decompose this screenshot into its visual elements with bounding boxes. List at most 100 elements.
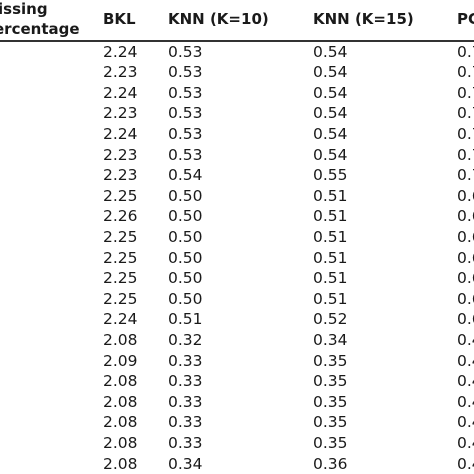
missing-percentage-cell: ): [0, 165, 6, 185]
bkl-cell: 2.23: [103, 145, 138, 164]
bkl-cell: 2.25: [103, 269, 138, 288]
knn-k10-cell: 0.50: [168, 186, 203, 205]
knn-k15-cell: 0.35: [313, 351, 348, 370]
table-row: ) 2.25 0.50 0.51 0.6: [0, 289, 474, 310]
bkl-cell: 2.08: [103, 372, 138, 391]
table-row: 2.23 0.53 0.54 0.7: [0, 103, 474, 124]
knn-k15-cell: 0.55: [313, 166, 348, 185]
knn-k15-cell: 0.51: [313, 207, 348, 226]
knn-k15-cell: 0.52: [313, 310, 348, 329]
table-row: 2.24 0.53 0.54 0.7: [0, 83, 474, 104]
knn-k15-cell: 0.51: [313, 289, 348, 308]
pc-cell: 0.6: [457, 227, 474, 246]
pc-cell: 0.4: [457, 351, 474, 370]
knn-k15-cell: 0.54: [313, 104, 348, 123]
table-row: 2.08 0.33 0.35 0.4: [0, 412, 474, 433]
knn-k15-cell: 0.54: [313, 145, 348, 164]
pc-cell: 0.7: [457, 104, 474, 123]
knn-k10-cell: 0.34: [168, 454, 203, 473]
header-knn-k10: KNN (K=10): [168, 10, 269, 28]
knn-k10-cell: 0.53: [168, 145, 203, 164]
table-row: 2.08 0.33 0.35 0.4: [0, 371, 474, 392]
pc-cell: 0.4: [457, 372, 474, 391]
pc-cell: 0.6: [457, 310, 474, 329]
pc-cell: 0.7: [457, 124, 474, 143]
knn-k15-cell: 0.34: [313, 330, 348, 349]
bkl-cell: 2.08: [103, 454, 138, 473]
pc-cell: 0.4: [457, 413, 474, 432]
bkl-cell: 2.25: [103, 186, 138, 205]
knn-k10-cell: 0.53: [168, 63, 203, 82]
table-row: 2.25 0.50 0.51 0.6: [0, 186, 474, 207]
pc-cell: 0.7: [457, 42, 474, 61]
knn-k15-cell: 0.51: [313, 186, 348, 205]
pc-cell: 0.4: [457, 330, 474, 349]
knn-k15-cell: 0.36: [313, 454, 348, 473]
knn-k10-cell: 0.33: [168, 433, 203, 452]
table-row: 2.09 0.33 0.35 0.4: [0, 351, 474, 372]
pc-cell: 0.6: [457, 186, 474, 205]
pc-cell: 0.6: [457, 289, 474, 308]
knn-k10-cell: 0.50: [168, 289, 203, 308]
knn-k15-cell: 0.35: [313, 413, 348, 432]
table-row: 2.08 0.32 0.34 0.4: [0, 330, 474, 351]
bkl-cell: 2.26: [103, 207, 138, 226]
knn-k10-cell: 0.33: [168, 413, 203, 432]
knn-k15-cell: 0.54: [313, 63, 348, 82]
bkl-cell: 2.09: [103, 351, 138, 370]
knn-k10-cell: 0.50: [168, 269, 203, 288]
pc-cell: 0.6: [457, 207, 474, 226]
missing-percentage-cell: ): [0, 145, 6, 165]
table-row: ) 2.24 0.51 0.52 0.6: [0, 309, 474, 330]
knn-k15-cell: 0.54: [313, 124, 348, 143]
knn-k10-cell: 0.53: [168, 124, 203, 143]
header-rule: [0, 40, 474, 42]
bkl-cell: 2.08: [103, 392, 138, 411]
missing-percentage-cell: ): [0, 309, 6, 329]
bkl-cell: 2.24: [103, 42, 138, 61]
table-row: 2.25 0.50 0.51 0.6: [0, 227, 474, 248]
knn-k10-cell: 0.50: [168, 207, 203, 226]
knn-k15-cell: 0.35: [313, 392, 348, 411]
knn-k10-cell: 0.33: [168, 372, 203, 391]
knn-k15-cell: 0.51: [313, 269, 348, 288]
knn-k10-cell: 0.51: [168, 310, 203, 329]
pc-cell: 0.4: [457, 433, 474, 452]
knn-k15-cell: 0.54: [313, 42, 348, 61]
pc-cell: 0.7: [457, 63, 474, 82]
bkl-cell: 2.25: [103, 227, 138, 246]
pc-cell: 0.7: [457, 83, 474, 102]
header-missing-percentage-line2: ercentage: [0, 20, 80, 38]
knn-k10-cell: 0.53: [168, 42, 203, 61]
knn-k10-cell: 0.54: [168, 166, 203, 185]
pc-cell: 0.7: [457, 145, 474, 164]
table-row: ) 2.08 0.33 0.35 0.4: [0, 433, 474, 454]
table-row: 2.26 0.50 0.51 0.6: [0, 206, 474, 227]
bkl-cell: 2.24: [103, 124, 138, 143]
knn-k10-cell: 0.50: [168, 248, 203, 267]
table-row: 2.24 0.53 0.54 0.7: [0, 42, 474, 63]
knn-k15-cell: 0.35: [313, 433, 348, 452]
missing-percentage-cell: ): [0, 289, 6, 309]
knn-k15-cell: 0.51: [313, 227, 348, 246]
bkl-cell: 2.23: [103, 104, 138, 123]
knn-k10-cell: 0.53: [168, 83, 203, 102]
knn-k10-cell: 0.33: [168, 392, 203, 411]
missing-percentage-cell: ): [0, 433, 6, 453]
knn-k10-cell: 0.53: [168, 104, 203, 123]
table-row: 2.25 0.50 0.51 0.6: [0, 268, 474, 289]
pc-cell: 0.6: [457, 269, 474, 288]
header-pc: PC: [457, 10, 474, 28]
knn-k10-cell: 0.33: [168, 351, 203, 370]
table-row: 2.25 0.50 0.51 0.6: [0, 248, 474, 269]
table-row: 2.08 0.33 0.35 0.4: [0, 392, 474, 413]
knn-k15-cell: 0.35: [313, 372, 348, 391]
bkl-cell: 2.23: [103, 166, 138, 185]
header-bkl: BKL: [103, 10, 136, 28]
bkl-cell: 2.08: [103, 413, 138, 432]
knn-k10-cell: 0.50: [168, 227, 203, 246]
missing-percentage-cell: ): [0, 454, 6, 474]
table-row: ) 2.23 0.54 0.55 0.7: [0, 165, 474, 186]
knn-k15-cell: 0.54: [313, 83, 348, 102]
pc-cell: 0.4: [457, 392, 474, 411]
